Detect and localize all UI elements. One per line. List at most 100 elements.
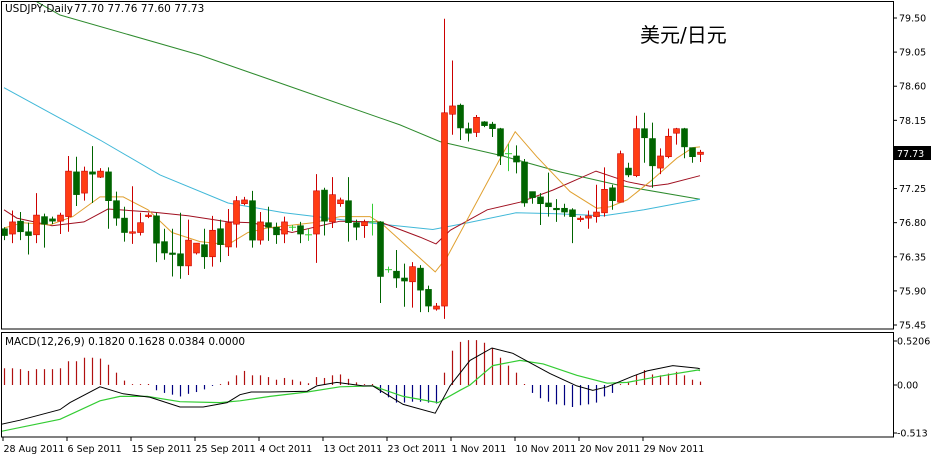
candle (697, 149, 704, 163)
candle (209, 215, 216, 267)
candle-body (113, 200, 120, 219)
candle (81, 166, 88, 201)
candle (441, 18, 448, 319)
candle (57, 212, 64, 235)
candles (2, 18, 704, 319)
time-tick-label: 28 Aug 2011 (4, 444, 65, 455)
candle-body (161, 241, 168, 254)
time-tick-label: 6 Sep 2011 (68, 444, 122, 455)
candle-body (297, 225, 304, 235)
candle-body (433, 305, 440, 310)
candle (329, 177, 336, 228)
candle-body (41, 216, 48, 225)
price-tick-label: 76.80 (899, 218, 926, 229)
candle-body (177, 253, 184, 267)
candle (521, 158, 528, 207)
candle-body (673, 128, 680, 134)
macd-axis: 0.5206 0.00 -0.513 (893, 337, 930, 440)
candle-body (193, 242, 200, 254)
candle (673, 127, 680, 145)
candle-body (465, 128, 472, 134)
candle-body (97, 170, 104, 178)
candle (665, 128, 672, 159)
candle (561, 203, 568, 217)
candle-body (409, 266, 416, 283)
candle (105, 167, 112, 229)
current-price-box (894, 146, 931, 160)
candle (17, 212, 24, 241)
candle (489, 121, 496, 138)
candle-body (417, 267, 424, 291)
candle-body (473, 117, 480, 133)
candle (649, 122, 656, 188)
candle-body (689, 147, 696, 158)
candle-body (153, 215, 160, 244)
candle (233, 196, 240, 248)
candle-body (241, 199, 248, 205)
candle (537, 193, 544, 225)
candle-body (593, 211, 600, 217)
candle (529, 191, 536, 204)
candle (265, 206, 272, 241)
candle-body (89, 171, 96, 175)
candle-body (521, 161, 528, 204)
symbol-label: USDJPY,Daily (5, 3, 73, 15)
candle (257, 212, 264, 245)
chart-title: 美元/日元 (640, 23, 727, 47)
candle-body (225, 222, 232, 248)
time-tick-label: 20 Nov 2011 (580, 444, 641, 455)
macd-tick-label: 0.5206 (897, 337, 930, 348)
candle-body (561, 207, 568, 213)
candle (73, 156, 80, 206)
candle-body (617, 153, 624, 203)
candle (553, 199, 560, 222)
candle-body (265, 222, 272, 228)
time-tick-label: 4 Oct 2011 (260, 444, 313, 455)
candle (321, 187, 328, 236)
candle (281, 216, 288, 244)
candle-body (457, 104, 464, 129)
candle-body (497, 128, 504, 157)
candle-body (9, 221, 16, 235)
ohlc-readout: 77.70 77.76 77.60 77.73 (74, 3, 204, 15)
candle (473, 115, 480, 138)
candle-body (513, 155, 520, 163)
time-tick-label: 13 Oct 2011 (324, 444, 383, 455)
price-tick-label: 79.50 (899, 14, 926, 25)
candle-body (585, 215, 592, 219)
candle (153, 212, 160, 263)
candle-body (401, 277, 408, 282)
candle-body (633, 128, 640, 176)
candle (289, 224, 296, 232)
candle-body (217, 228, 224, 245)
candle (361, 219, 368, 238)
candle-body (49, 218, 56, 222)
candle-body (321, 189, 328, 222)
candle (313, 174, 320, 263)
candle-body (577, 217, 584, 220)
candle-body (361, 221, 368, 226)
candle (417, 265, 424, 313)
candle-body (129, 231, 136, 234)
candle-body (65, 170, 72, 217)
price-tick-label: 76.35 (899, 252, 926, 263)
macd-signal-line (2, 359, 701, 432)
candle (2, 227, 8, 241)
candle-body (393, 270, 400, 279)
candle (217, 219, 224, 263)
candle-body (337, 199, 344, 205)
candle (385, 266, 392, 273)
macd-readout: MACD(12,26,9) 0.1820 0.1628 0.0384 0.000… (5, 336, 245, 348)
candle-body (249, 200, 256, 241)
candle-body (489, 123, 496, 129)
macd-pane-border (1, 332, 894, 438)
price-tick-label: 75.45 (899, 321, 926, 332)
candle (41, 213, 48, 248)
candle-body (449, 105, 456, 115)
candle-body (681, 128, 688, 148)
candle (305, 228, 312, 241)
macd-histogram (3, 340, 702, 407)
candle (337, 197, 344, 207)
candle-body (233, 200, 240, 225)
